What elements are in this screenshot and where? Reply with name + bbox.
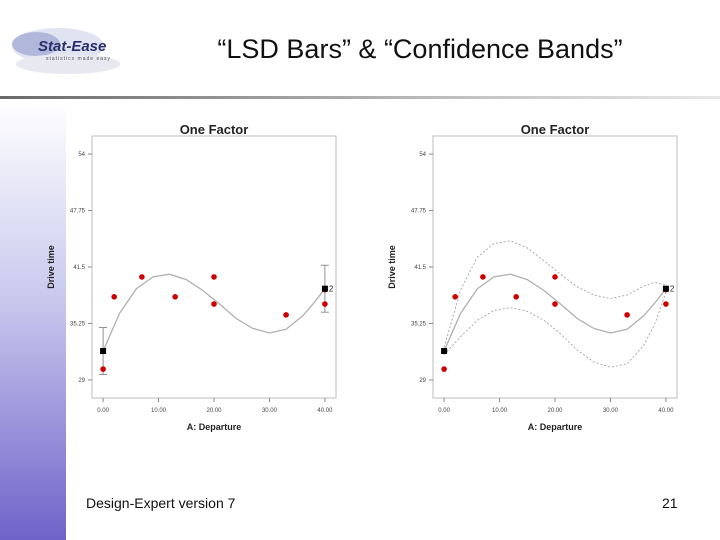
sidebar-gradient: [0, 100, 66, 540]
plot-frame: [432, 135, 678, 399]
marker-count-label: 2: [329, 285, 334, 294]
data-point: [480, 274, 486, 280]
x-tick-label: 10.00: [492, 408, 508, 414]
fitted-curve: [102, 273, 326, 352]
upper-confidence-band: [443, 240, 666, 348]
y-tick-label: 41.5: [414, 265, 426, 271]
y-tick-label: 35.25: [411, 321, 427, 327]
y-tick-label: 29: [419, 378, 426, 384]
y-tick-label: 47.75: [411, 209, 427, 215]
data-point: [139, 274, 145, 280]
data-point: [211, 301, 217, 307]
logo-wordmark: Stat-Ease: [38, 38, 106, 55]
chart-title: One Factor: [180, 122, 249, 137]
data-point: [452, 294, 458, 300]
plot-frame: [91, 135, 337, 399]
design-point-marker: [321, 285, 328, 292]
data-point: [663, 301, 669, 307]
x-tick-label: 20.00: [206, 408, 222, 414]
lower-confidence-band: [443, 292, 667, 368]
stat-ease-logo: Stat-Ease statistics made easy: [12, 28, 120, 74]
footer-text: Design-Expert version 7: [86, 495, 236, 511]
y-tick-label: 41.5: [73, 265, 85, 271]
x-axis-label: A: Departure: [187, 422, 242, 432]
x-tick-label: 0.00: [438, 408, 450, 414]
x-tick-label: 20.00: [547, 408, 563, 414]
data-point: [441, 366, 447, 372]
design-point-marker: [441, 348, 448, 355]
x-tick-label: 40.00: [658, 408, 674, 414]
data-point: [552, 274, 558, 280]
data-point: [283, 312, 289, 318]
y-axis-label: Drive time: [46, 245, 56, 289]
x-tick-label: 30.00: [262, 408, 278, 414]
x-tick-label: 10.00: [151, 408, 167, 414]
data-point: [211, 274, 217, 280]
fitted-curve: [443, 273, 667, 352]
data-point: [552, 301, 558, 307]
chart-title: One Factor: [521, 122, 590, 137]
design-point-marker: [662, 285, 669, 292]
x-tick-label: 30.00: [603, 408, 619, 414]
header-divider: [0, 96, 720, 99]
data-point: [111, 294, 117, 300]
y-tick-label: 54: [78, 152, 85, 158]
y-tick-label: 35.25: [70, 321, 86, 327]
data-point: [513, 294, 519, 300]
data-point: [322, 301, 328, 307]
lsd-bars-chart: One Factor A: Departure Drive time 29 35.25 4…: [46, 122, 337, 432]
marker-count-label: 2: [670, 285, 675, 294]
logo-tagline: statistics made easy: [46, 56, 111, 62]
x-tick-label: 0.00: [97, 408, 109, 414]
slide-title: “LSD Bars” & “Confidence Bands”: [217, 34, 623, 64]
data-point: [100, 366, 106, 372]
y-tick-label: 29: [78, 378, 85, 384]
data-point: [624, 312, 630, 318]
design-point-marker: [100, 348, 107, 355]
confidence-bands-chart: One Factor A: Departure Drive time 29 35.25 4…: [387, 122, 678, 432]
data-point: [172, 294, 178, 300]
x-axis-label: A: Departure: [528, 422, 583, 432]
y-tick-label: 47.75: [70, 209, 86, 215]
y-tick-label: 54: [419, 152, 426, 158]
page-number: 21: [662, 495, 678, 511]
y-axis-label: Drive time: [387, 245, 397, 289]
x-tick-label: 40.00: [317, 408, 333, 414]
